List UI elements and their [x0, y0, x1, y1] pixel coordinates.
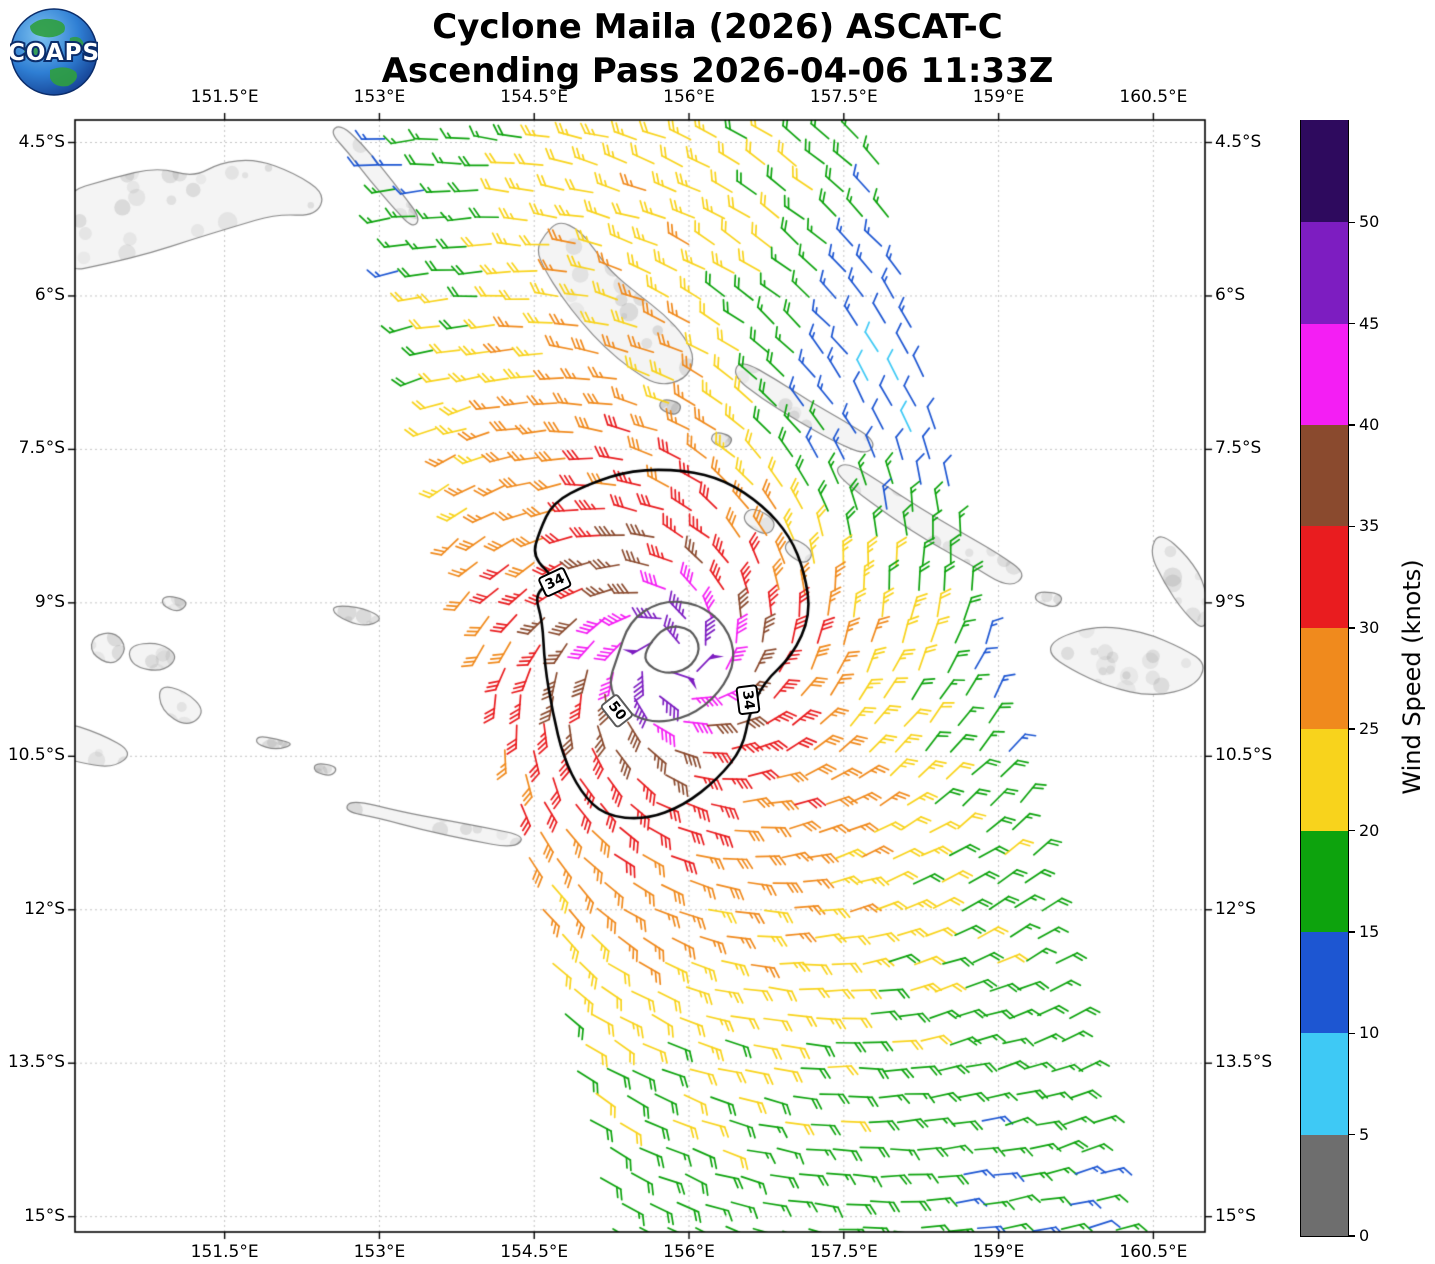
colorbar-tick: [1348, 322, 1355, 325]
coaps-globe-icon: COAPS: [6, 8, 101, 96]
y-tick-label-right: 4.5°S: [1215, 131, 1262, 152]
y-tick-label-right: 9°S: [1215, 591, 1246, 612]
colorbar-tick-label: 25: [1359, 719, 1380, 739]
colorbar-tick: [1348, 221, 1355, 224]
colorbar-tick-label: 20: [1359, 820, 1380, 840]
colorbar-tick-label: 50: [1359, 212, 1380, 232]
colorbar-bin-25-30kt: [1301, 627, 1348, 730]
x-tick-label-top: 157.5°E: [809, 87, 878, 107]
x-tick-label-bottom: 151.5°E: [190, 1242, 259, 1262]
colorbar-tick: [1348, 829, 1355, 832]
y-tick-label-right: 7.5°S: [1215, 438, 1262, 459]
colorbar-tick-label: 35: [1359, 516, 1380, 536]
y-tick-label-right: 10.5°S: [1215, 745, 1273, 766]
colorbar-bin-35-40kt: [1301, 424, 1348, 527]
contour-label-34: 34: [735, 684, 761, 717]
colorbar-axis-label: Wind Speed (knots): [1398, 559, 1426, 795]
x-tick-label-bottom: 154.5°E: [500, 1242, 569, 1262]
y-tick-label-right: 15°S: [1215, 1205, 1256, 1226]
coaps-logo-text: COAPS: [10, 40, 98, 66]
x-tick-label-bottom: 159°E: [972, 1242, 1025, 1262]
colorbar-bin-45-50kt: [1301, 221, 1348, 324]
plot-title-line2: Ascending Pass 2026-04-06 11:33Z: [381, 50, 1054, 91]
colorbar-bin-40-45kt: [1301, 323, 1348, 426]
x-tick-label-bottom: 157.5°E: [809, 1242, 878, 1262]
y-tick-label-right: 13.5°S: [1215, 1052, 1273, 1073]
y-tick-label-left: 9°S: [34, 591, 65, 612]
colorbar-bin-10-15kt: [1301, 931, 1348, 1034]
y-tick-label-left: 15°S: [24, 1205, 65, 1226]
x-tick-label-bottom: 160.5°E: [1119, 1242, 1188, 1262]
colorbar-tick: [1348, 627, 1355, 629]
colorbar-tick-label: 45: [1359, 313, 1380, 333]
colorbar-tick-label: 0: [1359, 1226, 1370, 1245]
y-tick-label-left: 4.5°S: [18, 131, 65, 152]
colorbar-bin-15-20kt: [1301, 829, 1348, 932]
colorbar-tick: [1348, 1235, 1355, 1237]
colorbar-tick: [1348, 424, 1355, 426]
colorbar-tick-label: 15: [1359, 921, 1380, 941]
colorbar-tick: [1348, 728, 1355, 730]
colorbar-tick: [1348, 1032, 1355, 1035]
y-tick-label-right: 12°S: [1215, 898, 1256, 919]
colorbar: 0 5 10 15 20 25 30 35 40 45 50: [1300, 120, 1379, 1245]
plot-title: Cyclone Maila (2026) ASCAT-C Ascending P…: [0, 6, 1435, 93]
colorbar-tick-label: 40: [1359, 415, 1380, 435]
y-tick-label-left: 10.5°S: [7, 745, 65, 766]
colorbar-tick: [1348, 525, 1355, 528]
x-tick-label-top: 159°E: [972, 87, 1025, 107]
colorbar-tick-label: 30: [1359, 617, 1380, 637]
colorbar-bin-30-35kt: [1301, 525, 1348, 628]
y-tick-label-left: 6°S: [34, 284, 65, 305]
y-tick-label-right: 6°S: [1215, 284, 1246, 305]
x-tick-label-top: 160.5°E: [1119, 87, 1188, 107]
x-tick-label-top: 151.5°E: [190, 87, 259, 107]
x-tick-label-top: 156°E: [663, 87, 715, 107]
coaps-logo: COAPS: [6, 8, 101, 96]
colorbar-tick: [1348, 1133, 1355, 1136]
colorbar-bin-20-25kt: [1301, 728, 1348, 831]
colorbar-tick-label: 10: [1359, 1023, 1380, 1043]
x-tick-label-bottom: 153°E: [353, 1242, 406, 1262]
colorbar-tick: [1348, 931, 1355, 933]
plot-title-line1: Cyclone Maila (2026) ASCAT-C: [432, 7, 1003, 47]
y-tick-label-left: 7.5°S: [18, 438, 65, 459]
x-tick-label-bottom: 156°E: [663, 1242, 715, 1262]
y-tick-label-left: 13.5°S: [7, 1052, 65, 1073]
colorbar-bin-5-10kt: [1301, 1032, 1348, 1135]
colorbar-bin-0-5kt: [1301, 1134, 1348, 1236]
x-tick-label-top: 154.5°E: [500, 87, 569, 107]
colorbar-tick-label: 5: [1359, 1124, 1370, 1144]
y-tick-label-left: 12°S: [24, 898, 65, 919]
x-tick-label-top: 153°E: [353, 87, 406, 107]
colorbar-bin-50-55kt: [1301, 120, 1348, 223]
